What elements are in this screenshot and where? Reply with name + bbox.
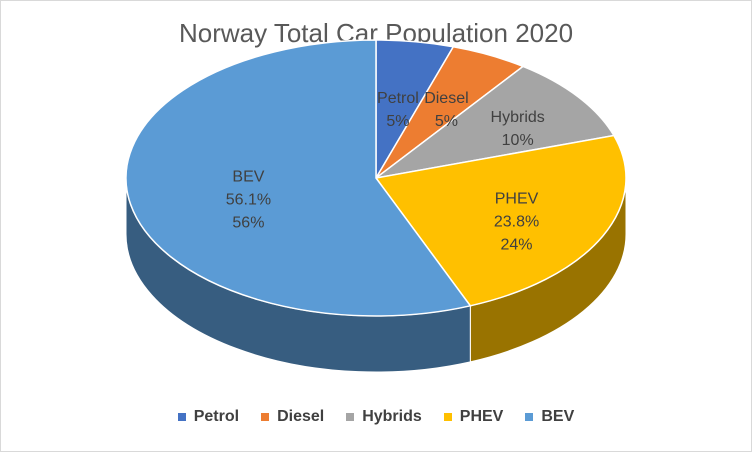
data-label-line: 10% — [501, 132, 534, 150]
data-label-line: 5% — [386, 112, 410, 130]
data-label-petrol: Petrol 5% — [377, 87, 419, 133]
data-label-line: Petrol — [377, 89, 419, 107]
data-label-hybrids: Hybrids 10% — [491, 106, 545, 152]
data-label-bev: BEV 56.1% 56% — [226, 165, 271, 234]
legend-swatch — [525, 413, 534, 421]
data-label-phev: PHEV 23.8% 24% — [494, 188, 539, 257]
legend-swatch — [177, 413, 186, 421]
pie-top-faces — [125, 39, 627, 317]
legend-item-phev: PHEV — [443, 408, 504, 426]
data-label-line: 5% — [434, 112, 458, 130]
data-label-line: Diesel — [424, 89, 469, 107]
data-label-line: 56.1% — [225, 191, 272, 209]
legend-swatch — [443, 413, 452, 421]
legend-item-hybrids: Hybrids — [346, 408, 422, 426]
legend-label: PHEV — [459, 408, 504, 425]
legend-label: Hybrids — [362, 408, 422, 425]
data-label-line: 23.8% — [493, 213, 540, 231]
data-label-line: 24% — [500, 236, 533, 254]
legend-item-bev: BEV — [525, 408, 574, 426]
data-label-line: Hybrids — [490, 109, 545, 127]
legend-swatch — [346, 413, 355, 421]
data-label-line: PHEV — [494, 190, 539, 208]
legend-swatch — [261, 413, 270, 421]
data-label-diesel: Diesel 5% — [424, 87, 468, 133]
legend-label: Diesel — [277, 408, 325, 425]
data-label-line: 56% — [232, 214, 265, 232]
pie-slice-phev — [374, 134, 627, 307]
legend-label: Petrol — [193, 408, 240, 425]
pie-slice-bev — [125, 39, 472, 317]
legend-item-petrol: Petrol — [177, 408, 240, 426]
pie-slice-hybrids — [375, 65, 616, 179]
data-label-line: BEV — [232, 168, 265, 186]
legend: Petrol Diesel Hybrids PHEV BEV — [0, 408, 752, 426]
legend-item-diesel: Diesel — [261, 408, 324, 426]
legend-label: BEV — [541, 408, 575, 425]
